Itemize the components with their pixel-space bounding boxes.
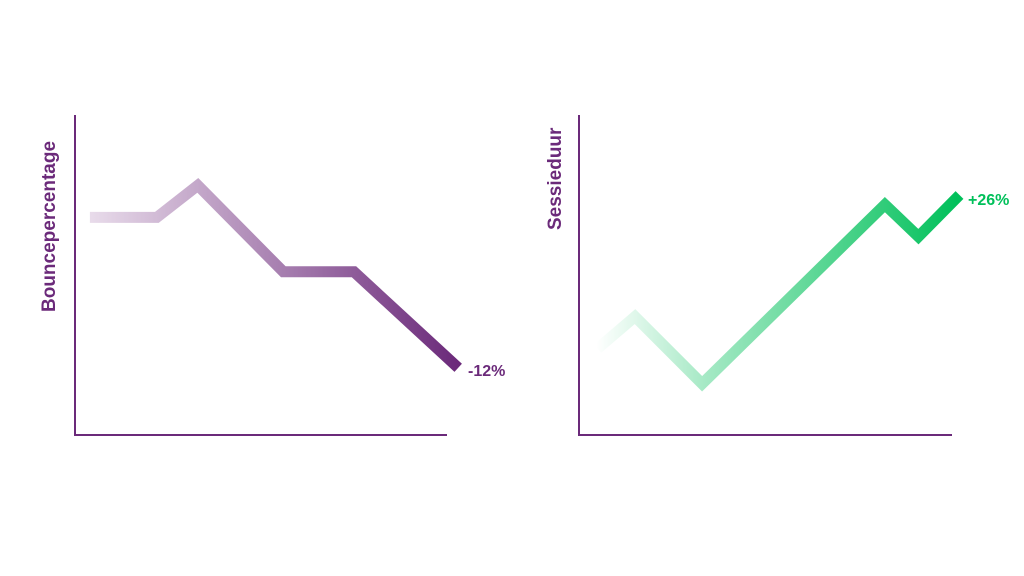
y-axis-label: Bouncepercentage (39, 141, 60, 312)
change-annotation: -12% (468, 363, 505, 380)
bounce-rate-chart: Bouncepercentage -12% (39, 115, 505, 436)
session-duration-chart: Sessieduur +26% (545, 115, 1009, 436)
change-annotation: +26% (968, 192, 1009, 209)
series-line (89, 178, 462, 372)
series-line (594, 191, 964, 392)
y-axis-label: Sessieduur (545, 127, 566, 230)
